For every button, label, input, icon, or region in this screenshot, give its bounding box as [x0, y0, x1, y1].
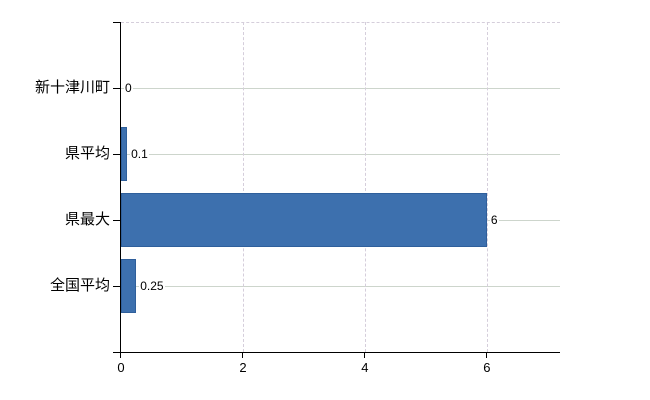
v-gridline [364, 22, 366, 352]
value-label: 6 [489, 212, 499, 228]
value-label: 0 [124, 80, 133, 96]
h-gridline [121, 88, 560, 89]
x-tick [485, 353, 487, 358]
y-axis-line [120, 22, 121, 358]
h-gridline [121, 286, 560, 287]
category-label: 県最大 [64, 211, 110, 228]
h-gridline [121, 154, 560, 155]
value-label: 0.1 [130, 146, 149, 162]
y-tick [113, 22, 120, 23]
xtick-label: 0 [117, 360, 125, 375]
bar [121, 127, 128, 181]
x-tick [363, 353, 365, 358]
y-tick [113, 286, 120, 287]
y-tick [113, 154, 120, 155]
category-label: 県平均 [64, 145, 110, 162]
v-gridline [486, 22, 488, 352]
value-label: 0.25 [139, 278, 165, 294]
y-tick [113, 88, 120, 89]
bar [121, 259, 137, 313]
plot-top-border [121, 22, 560, 23]
y-tick [113, 220, 120, 221]
x-axis-line [113, 352, 560, 353]
xtick-label: 4 [361, 360, 369, 375]
category-label: 全国平均 [49, 277, 110, 294]
xtick-label: 6 [483, 360, 491, 375]
x-tick [241, 353, 243, 358]
bar [121, 193, 487, 247]
v-gridline [242, 22, 244, 352]
category-label: 新十津川町 [34, 79, 110, 96]
xtick-label: 2 [239, 360, 247, 375]
